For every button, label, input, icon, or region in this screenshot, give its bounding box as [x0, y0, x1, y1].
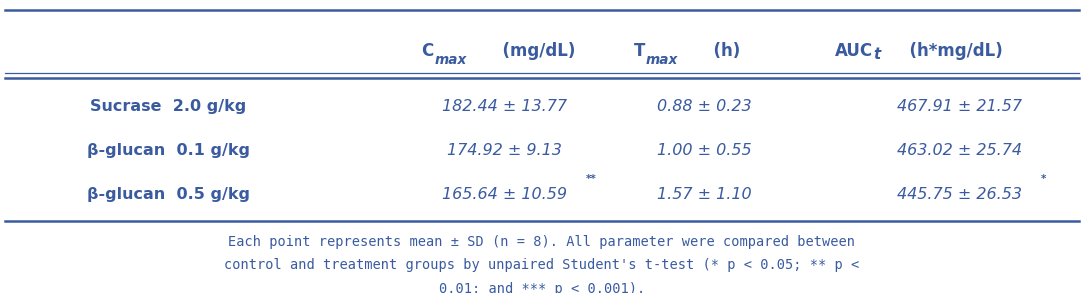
Text: t: t [874, 47, 881, 62]
Text: *: * [1041, 174, 1046, 184]
Text: 182.44 ± 13.77: 182.44 ± 13.77 [441, 99, 567, 115]
Text: β-glucan  0.1 g/kg: β-glucan 0.1 g/kg [87, 143, 249, 159]
Text: max: max [435, 53, 467, 67]
Text: 0.88 ± 0.23: 0.88 ± 0.23 [657, 99, 752, 115]
Text: max: max [646, 53, 679, 67]
Text: 1.00 ± 0.55: 1.00 ± 0.55 [657, 143, 752, 159]
Text: Sucrase  2.0 g/kg: Sucrase 2.0 g/kg [90, 99, 246, 115]
Text: 174.92 ± 9.13: 174.92 ± 9.13 [447, 143, 562, 159]
Text: AUC: AUC [835, 42, 873, 60]
Text: Each point represents mean ± SD (n = 8). All parameter were compared between: Each point represents mean ± SD (n = 8).… [229, 235, 855, 249]
Text: 445.75 ± 26.53: 445.75 ± 26.53 [896, 187, 1022, 202]
Text: C: C [422, 42, 434, 60]
Text: 0.01; and *** p < 0.001).: 0.01; and *** p < 0.001). [439, 282, 645, 293]
Text: (mg/dL): (mg/dL) [491, 42, 576, 60]
Text: T: T [634, 42, 645, 60]
Text: (h): (h) [702, 42, 740, 60]
Text: (h*mg/dL): (h*mg/dL) [898, 42, 1003, 60]
Text: β-glucan  0.5 g/kg: β-glucan 0.5 g/kg [87, 187, 249, 202]
Text: 165.64 ± 10.59: 165.64 ± 10.59 [441, 187, 567, 202]
Text: 1.57 ± 1.10: 1.57 ± 1.10 [657, 187, 752, 202]
Text: control and treatment groups by unpaired Student's t-test (* p < 0.05; ** p <: control and treatment groups by unpaired… [224, 258, 860, 272]
Text: 467.91 ± 21.57: 467.91 ± 21.57 [896, 99, 1022, 115]
Text: **: ** [585, 174, 596, 184]
Text: 463.02 ± 25.74: 463.02 ± 25.74 [896, 143, 1022, 159]
